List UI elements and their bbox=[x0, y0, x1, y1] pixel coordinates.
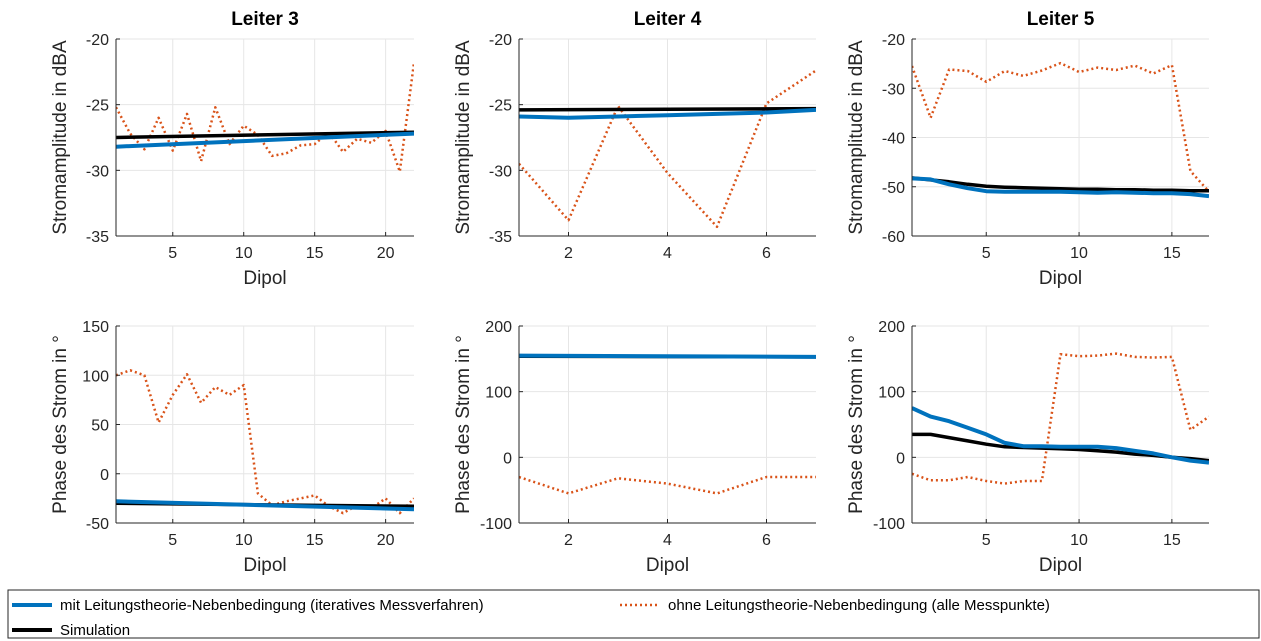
y-tick-label: -35 bbox=[489, 229, 512, 246]
x-tick-label: 10 bbox=[235, 245, 253, 262]
y-tick-label: -25 bbox=[489, 98, 512, 115]
y-tick-label: 100 bbox=[82, 368, 109, 385]
series-group bbox=[519, 353, 816, 495]
legend: mit Leitungstheorie-Nebenbedingung (iter… bbox=[7, 589, 1260, 639]
y-tick-label: -30 bbox=[86, 163, 109, 180]
series-ohne-line bbox=[912, 61, 1209, 193]
x-tick-label: 20 bbox=[377, 532, 395, 549]
legend-label-mit: mit Leitungstheorie-Nebenbedingung (iter… bbox=[60, 597, 484, 614]
series-mit-line bbox=[519, 353, 816, 359]
x-tick-label: 15 bbox=[1163, 245, 1181, 262]
series-sim-line bbox=[116, 130, 414, 140]
y-tick-label: -35 bbox=[86, 229, 109, 246]
series-ohne-line bbox=[116, 369, 414, 515]
x-axis-label: Dipol bbox=[646, 555, 689, 576]
y-tick-label: -30 bbox=[882, 81, 905, 98]
series-mit-line bbox=[912, 406, 1209, 465]
subplot-title: Leiter 4 bbox=[634, 9, 702, 30]
subplot-5: 2 4 6 -100 0 100 200 Dipol Phase des Strom in ° bbox=[453, 319, 816, 576]
y-axis-label: Stromamplitude in dBA bbox=[453, 40, 474, 235]
x-tick-label: 15 bbox=[306, 245, 324, 262]
series-mit-line bbox=[116, 499, 414, 512]
y-tick-label: 100 bbox=[878, 385, 905, 402]
y-tick-label: 100 bbox=[485, 385, 512, 402]
series-mit-line bbox=[912, 176, 1209, 199]
subplot-4: 5 10 15 20 -50 0 50 100 150 Dipol Phase des Strom … bbox=[50, 319, 414, 576]
y-axis-label: Phase des Strom in ° bbox=[453, 335, 474, 514]
x-tick-label: 5 bbox=[982, 245, 991, 262]
y-tick-label: -20 bbox=[882, 32, 905, 49]
series-sim-line bbox=[519, 106, 816, 112]
y-axis-label: Stromamplitude in dBA bbox=[846, 40, 867, 235]
y-tick-label: -50 bbox=[882, 180, 905, 197]
y-axis-label: Phase des Strom in ° bbox=[846, 335, 867, 514]
x-tick-label: 2 bbox=[564, 245, 573, 262]
y-tick-label: -25 bbox=[86, 98, 109, 115]
series-group bbox=[912, 61, 1209, 199]
y-tick-label: 200 bbox=[878, 319, 905, 336]
x-tick-label: 15 bbox=[306, 532, 324, 549]
x-tick-label: 5 bbox=[168, 245, 177, 262]
series-mit-line bbox=[116, 131, 414, 149]
y-tick-label: -100 bbox=[480, 516, 512, 533]
x-axis-label: Dipol bbox=[1039, 268, 1082, 289]
y-tick-label: -100 bbox=[873, 516, 905, 533]
x-tick-label: 4 bbox=[663, 532, 672, 549]
x-tick-label: 20 bbox=[377, 245, 395, 262]
x-tick-label: 10 bbox=[1070, 532, 1088, 549]
x-axis-label: Dipol bbox=[243, 268, 286, 289]
x-tick-label: 2 bbox=[564, 532, 573, 549]
x-axis-label: Dipol bbox=[243, 555, 286, 576]
subplot-6: 5 10 15 -100 0 100 200 Dipol Phase des Strom in … bbox=[846, 319, 1209, 576]
series-group bbox=[519, 69, 816, 229]
legend-label-sim: Simulation bbox=[60, 622, 130, 639]
series-ohne-line bbox=[519, 69, 816, 229]
y-tick-label: -20 bbox=[489, 32, 512, 49]
x-tick-label: 6 bbox=[762, 245, 771, 262]
y-tick-label: 200 bbox=[485, 319, 512, 336]
series-mit-line bbox=[519, 107, 816, 120]
series-sim-line bbox=[912, 176, 1209, 193]
y-tick-label: -40 bbox=[882, 131, 905, 148]
y-tick-label: -30 bbox=[489, 163, 512, 180]
y-tick-label: 50 bbox=[91, 418, 109, 435]
x-tick-label: 5 bbox=[982, 532, 991, 549]
series-ohne-line bbox=[519, 475, 816, 495]
y-tick-label: 0 bbox=[100, 467, 109, 484]
x-tick-label: 10 bbox=[235, 532, 253, 549]
legend-label-ohne: ohne Leitungstheorie-Nebenbedingung (all… bbox=[668, 597, 1050, 614]
subplot-2: 2 4 6 -35 -30 -25 -20 Leiter 4 Stromamplitude in… bbox=[453, 9, 816, 262]
series-group bbox=[912, 352, 1209, 485]
x-tick-label: 10 bbox=[1070, 245, 1088, 262]
subplot-title: Leiter 5 bbox=[1027, 9, 1095, 30]
y-tick-label: -20 bbox=[86, 32, 109, 49]
y-tick-label: 0 bbox=[503, 450, 512, 467]
x-tick-label: 5 bbox=[168, 532, 177, 549]
y-axis-label: Phase des Strom in ° bbox=[50, 335, 71, 514]
series-ohne-line bbox=[912, 352, 1209, 485]
legend-box bbox=[7, 589, 1260, 639]
subplot-title: Leiter 3 bbox=[231, 9, 299, 30]
x-axis-label: Dipol bbox=[1039, 555, 1082, 576]
y-axis-label: Stromamplitude in dBA bbox=[50, 40, 71, 235]
y-tick-label: -60 bbox=[882, 229, 905, 246]
series-group bbox=[116, 369, 414, 515]
series-ohne-line bbox=[116, 62, 414, 173]
subplot-3: 5 10 15 -60 -50 -40 -30 -20 Leiter 5 Dipol Stromam… bbox=[846, 9, 1209, 289]
series-group bbox=[116, 62, 414, 173]
x-tick-label: 4 bbox=[663, 245, 672, 262]
subplot-1: 5 10 15 20 -35 -30 -25 -20 Leiter 3 Dipol Stromamp… bbox=[50, 9, 414, 289]
x-tick-label: 15 bbox=[1163, 532, 1181, 549]
y-tick-label: 150 bbox=[82, 319, 109, 336]
y-tick-label: 0 bbox=[896, 450, 905, 467]
x-tick-label: 6 bbox=[762, 532, 771, 549]
y-tick-label: -50 bbox=[86, 516, 109, 533]
